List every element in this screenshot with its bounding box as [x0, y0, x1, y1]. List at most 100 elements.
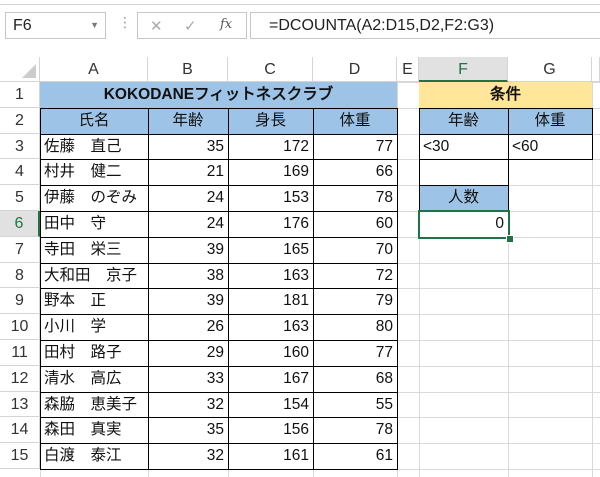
row-header-1[interactable]: 1 [0, 82, 40, 108]
table-cell-number[interactable]: 38 [206, 266, 224, 284]
table-cell-number[interactable]: 165 [283, 240, 309, 258]
cell-border [40, 107, 41, 469]
table-cell-number[interactable]: 153 [283, 189, 309, 207]
cancel-icon[interactable]: ✕ [150, 18, 163, 35]
table-cell-number[interactable]: 72 [375, 266, 393, 284]
cell-border [419, 107, 593, 109]
table-cell-number[interactable]: 24 [206, 215, 224, 232]
criteria-header[interactable]: 体重 [508, 107, 592, 134]
criteria-title[interactable]: 条件 [419, 82, 592, 108]
table-cell-number[interactable]: 80 [375, 318, 393, 336]
table-header[interactable]: 氏名 [40, 107, 148, 134]
cell-border [40, 469, 398, 470]
column-header-h[interactable] [592, 57, 600, 82]
column-header-G[interactable]: G [508, 57, 592, 82]
table-cell-number[interactable]: 154 [283, 395, 309, 413]
table-cell-number[interactable]: 32 [206, 447, 224, 465]
table-cell-number[interactable]: 176 [283, 215, 309, 232]
criteria-value[interactable]: <60 [512, 137, 539, 155]
row-header-15[interactable]: 15 [0, 443, 40, 469]
table-cell-number[interactable]: 33 [206, 369, 224, 387]
row-header-13[interactable]: 13 [0, 391, 40, 418]
row-header-8[interactable]: 8 [0, 262, 40, 289]
table-cell-number[interactable]: 60 [375, 215, 393, 232]
row-header-4[interactable]: 4 [0, 159, 40, 186]
select-all-corner[interactable] [0, 57, 40, 82]
table-cell-name[interactable]: 白渡 泰江 [44, 447, 122, 465]
table-header[interactable]: 身長 [228, 107, 313, 134]
formula-bar[interactable]: =DCOUNTA(A2:D15,D2,F2:G3) [250, 12, 600, 39]
fx-icon[interactable]: fx [220, 17, 233, 32]
row-header-12[interactable]: 12 [0, 365, 40, 392]
criteria-header[interactable]: 年齢 [419, 107, 508, 134]
table-cell-number[interactable]: 26 [206, 318, 224, 336]
column-header-E[interactable]: E [397, 57, 419, 82]
table-cell-number[interactable]: 77 [375, 137, 393, 155]
table-cell-name[interactable]: 森田 真実 [44, 421, 122, 439]
table-cell-number[interactable]: 32 [206, 395, 224, 413]
table-header[interactable]: 年齢 [148, 107, 228, 134]
table-cell-number[interactable]: 78 [375, 421, 393, 439]
table-cell-name[interactable]: 佐藤 直己 [44, 137, 122, 155]
table-cell-number[interactable]: 68 [375, 369, 393, 387]
table-cell-name[interactable]: 田村 路子 [44, 344, 122, 361]
check-icon[interactable]: ✓ [184, 18, 197, 35]
table-cell-number[interactable]: 21 [206, 163, 224, 181]
table-cell-number[interactable]: 156 [283, 421, 309, 439]
cell-border [419, 185, 509, 187]
row-header-11[interactable]: 11 [0, 340, 40, 366]
table-cell-number[interactable]: 78 [375, 189, 393, 207]
table-cell-number[interactable]: 70 [375, 240, 393, 258]
table-cell-number[interactable]: 61 [375, 447, 393, 465]
table-cell-number[interactable]: 169 [283, 163, 309, 181]
criteria-value[interactable]: <30 [423, 137, 450, 155]
table-cell-number[interactable]: 66 [375, 163, 393, 181]
table-cell-number[interactable]: 35 [206, 137, 224, 155]
result-label[interactable]: 人数 [419, 185, 508, 211]
table-cell-name[interactable]: 小川 学 [44, 318, 107, 336]
name-box[interactable]: F6 ▼ [5, 12, 106, 39]
table-cell-number[interactable]: 29 [206, 344, 224, 361]
table-cell-name[interactable]: 森脇 恵美子 [44, 395, 138, 413]
table-cell-name[interactable]: 伊藤 のぞみ [44, 189, 138, 207]
table-cell-number[interactable]: 167 [283, 369, 309, 387]
table-cell-number[interactable]: 160 [283, 344, 309, 361]
cell-border [508, 159, 509, 186]
result-value[interactable]: 0 [495, 215, 504, 232]
table-cell-number[interactable]: 79 [375, 292, 393, 310]
table-cell-number[interactable]: 172 [283, 137, 309, 155]
table-cell-number[interactable]: 39 [206, 240, 224, 258]
column-header-F[interactable]: F [419, 57, 508, 82]
row-header-5[interactable]: 5 [0, 185, 40, 211]
table-header[interactable]: 体重 [313, 107, 397, 134]
table-cell-name[interactable]: 寺田 栄三 [44, 240, 122, 258]
table-cell-name[interactable]: 田中 守 [44, 215, 107, 232]
table-cell-number[interactable]: 77 [375, 344, 393, 361]
table-cell-number[interactable]: 39 [206, 292, 224, 310]
table-cell-number[interactable]: 163 [283, 266, 309, 284]
column-header-D[interactable]: D [313, 57, 397, 82]
row-header-9[interactable]: 9 [0, 288, 40, 315]
table-cell-name[interactable]: 大和田 京子 [44, 266, 138, 284]
table-cell-number[interactable]: 55 [375, 395, 393, 413]
column-header-A[interactable]: A [40, 57, 148, 82]
fill-handle[interactable] [506, 234, 514, 243]
table-title[interactable]: KOKODANEフィットネスクラブ [40, 82, 397, 108]
chevron-down-icon[interactable]: ▼ [90, 20, 99, 30]
row-header-2[interactable]: 2 [0, 107, 40, 134]
column-header-C[interactable]: C [228, 57, 313, 82]
column-header-B[interactable]: B [148, 57, 228, 82]
table-cell-name[interactable]: 野本 正 [44, 292, 107, 310]
row-header-7[interactable]: 7 [0, 236, 40, 263]
table-cell-number[interactable]: 24 [206, 189, 224, 207]
row-header-14[interactable]: 14 [0, 417, 40, 444]
table-cell-number[interactable]: 161 [283, 447, 309, 465]
table-cell-number[interactable]: 163 [283, 318, 309, 336]
table-cell-name[interactable]: 清水 高広 [44, 369, 122, 387]
row-header-3[interactable]: 3 [0, 133, 40, 160]
table-cell-number[interactable]: 35 [206, 421, 224, 439]
row-header-6[interactable]: 6 [0, 211, 40, 237]
table-cell-name[interactable]: 村井 健二 [44, 163, 122, 181]
row-header-10[interactable]: 10 [0, 314, 40, 340]
table-cell-number[interactable]: 181 [283, 292, 309, 310]
